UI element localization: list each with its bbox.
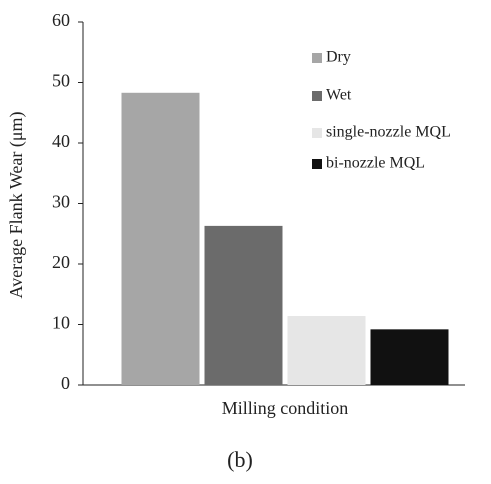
y-tick-label: 10 xyxy=(52,313,70,333)
legend-swatch xyxy=(312,159,322,169)
y-axis-label: Average Flank Wear (μm) xyxy=(6,112,27,299)
bar xyxy=(370,329,449,385)
legend-swatch xyxy=(312,53,322,63)
y-tick-label: 40 xyxy=(52,131,70,151)
y-tick-label: 30 xyxy=(52,192,70,212)
y-tick-label: 20 xyxy=(52,252,70,272)
legend-label: Wet xyxy=(326,87,352,104)
caption: (b) xyxy=(227,447,253,472)
legend-swatch xyxy=(312,91,322,101)
y-tick-label: 50 xyxy=(52,71,70,91)
bar xyxy=(287,316,366,385)
y-tick-label: 0 xyxy=(61,373,70,393)
y-tick-label: 60 xyxy=(52,10,70,30)
legend-swatch xyxy=(312,128,322,138)
x-axis-label: Milling condition xyxy=(222,398,349,418)
bar xyxy=(121,92,200,385)
legend-label: single-nozzle MQL xyxy=(326,124,451,141)
legend-label: Dry xyxy=(326,49,351,66)
legend-label: bi-nozzle MQL xyxy=(326,155,425,172)
bar xyxy=(204,225,283,385)
